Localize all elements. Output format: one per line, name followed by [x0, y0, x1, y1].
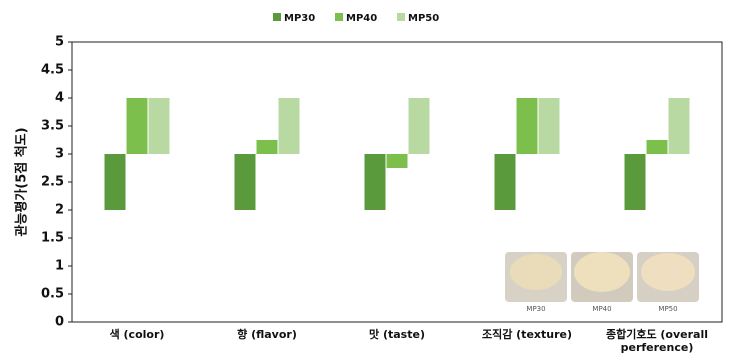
bar: [408, 98, 430, 154]
legend-swatch: [273, 13, 281, 21]
legend-swatch: [335, 13, 343, 21]
bar: [516, 98, 538, 154]
y-tick-label: 0: [55, 315, 64, 330]
legend-label: MP30: [284, 13, 315, 24]
inset-label: MP40: [592, 305, 611, 313]
inset-label: MP30: [526, 305, 545, 313]
y-tick-label: 1: [55, 259, 64, 274]
y-axis-label: 관능평가(5점 척도): [14, 127, 30, 236]
x-tick-label: 맛 (taste): [369, 328, 425, 341]
x-tick-label: 조직감 (texture): [481, 328, 573, 341]
inset-label: MP50: [658, 305, 677, 313]
y-tick-label: 1.5: [41, 231, 64, 246]
bar: [148, 98, 170, 154]
x-tick-label: 향 (flavor): [237, 328, 297, 341]
y-tick-label: 4: [55, 91, 64, 106]
bar: [494, 154, 516, 210]
bar: [538, 98, 560, 154]
y-tick-label: 0.5: [41, 287, 64, 302]
x-tick-label: 종합기호도 (overall perference): [605, 328, 709, 354]
bar: [386, 154, 408, 168]
y-tick-label: 3: [55, 147, 64, 162]
bar: [234, 154, 256, 210]
bar: [364, 154, 386, 210]
bar: [278, 98, 300, 154]
y-tick-label: 5: [55, 35, 64, 50]
legend-label: MP40: [346, 13, 377, 24]
y-tick-label: 2.5: [41, 175, 64, 190]
bar: [646, 140, 668, 154]
bar: [126, 98, 148, 154]
bar: [104, 154, 126, 210]
bar: [256, 140, 278, 154]
x-tick-label: 색 (color): [109, 328, 165, 341]
bar: [624, 154, 646, 210]
legend-label: MP50: [408, 13, 439, 24]
legend-swatch: [397, 13, 405, 21]
y-tick-label: 2: [55, 203, 64, 218]
y-tick-label: 4.5: [41, 63, 64, 78]
y-tick-label: 3.5: [41, 119, 64, 134]
bar: [668, 98, 690, 154]
inset-photo: [505, 252, 699, 302]
